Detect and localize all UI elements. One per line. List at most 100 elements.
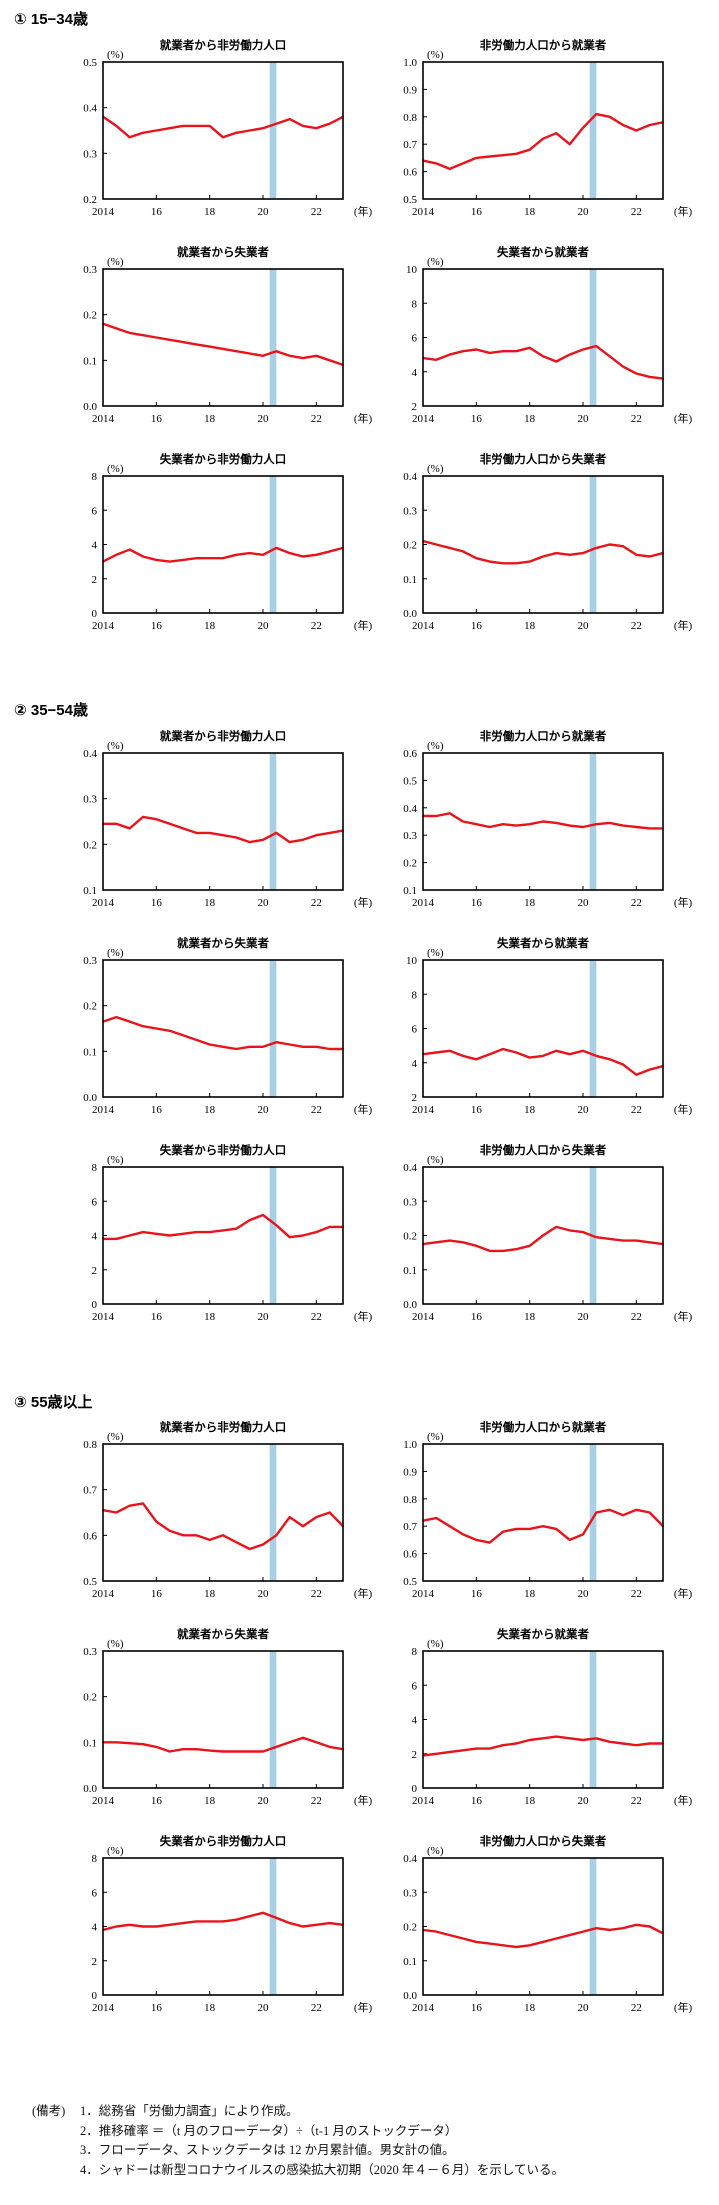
section-title: ③ 55歳以上	[14, 1393, 93, 1411]
plot-frame	[422, 1443, 664, 1582]
series-line	[102, 1502, 344, 1551]
data-point	[328, 1048, 331, 1050]
data-point	[195, 125, 198, 127]
data-point	[475, 557, 478, 560]
data-point	[235, 836, 238, 839]
x-unit-label: (年)	[674, 204, 693, 218]
y-unit-label: (%)	[427, 463, 444, 475]
data-point	[502, 1250, 504, 1252]
x-tick-label: 2014	[92, 1795, 115, 1807]
data-point	[515, 350, 518, 353]
data-point	[635, 129, 638, 132]
data-point	[635, 1744, 638, 1747]
x-tick-label: 18	[204, 1588, 216, 1600]
covid-shade-band	[269, 269, 277, 406]
x-tick-label: 22	[631, 1104, 642, 1116]
data-point	[568, 824, 571, 827]
x-tick-label: 2014	[92, 1311, 115, 1323]
data-point	[568, 143, 571, 146]
series-line	[422, 1923, 664, 1949]
notes-label: (備考)	[32, 2104, 66, 2118]
data-point	[195, 557, 198, 560]
x-tick-label: 2014	[92, 206, 115, 218]
data-point	[115, 1016, 118, 1018]
chart-panel: 非労働力人口から失業者 (%) 0.0 0.1 0.2 0.3 0.4 2014 16 18 20 2…	[403, 1143, 692, 1323]
covid-shade-band	[589, 62, 597, 199]
y-tick-label: 0.4	[83, 103, 97, 115]
x-tick-label: 20	[578, 413, 590, 425]
y-tick-label: 8	[92, 1162, 98, 1174]
data-point	[635, 1239, 638, 1242]
x-tick-label: 20	[258, 1311, 270, 1323]
y-unit-label: (%)	[107, 1845, 124, 1857]
data-point	[235, 1227, 238, 1230]
x-tick-label: 16	[151, 413, 163, 425]
y-tick-label: 0.4	[403, 1853, 417, 1865]
data-point	[488, 1942, 491, 1945]
data-point	[488, 560, 491, 563]
data-point	[568, 1229, 571, 1232]
data-point	[502, 350, 504, 353]
data-point	[302, 1525, 304, 1528]
data-point	[528, 560, 531, 563]
data-point	[155, 336, 158, 339]
data-point	[515, 562, 518, 565]
chart-panel: 失業者から非労働力人口 (%) 0 2 4 6 8 2014 16 18 20 22 (年)	[92, 452, 373, 632]
data-point	[248, 841, 251, 843]
plot-frame	[422, 752, 664, 891]
data-point	[195, 832, 198, 834]
chart-panel: 失業者から非労働力人口 (%) 0 2 4 6 8 2014 16 18 20 22 (年)	[92, 1834, 373, 2014]
y-tick-label: 0.1	[83, 1046, 97, 1058]
x-tick-label: 2014	[412, 1795, 435, 1807]
data-point	[195, 1920, 198, 1923]
data-point	[128, 136, 131, 139]
y-tick-label: 8	[92, 471, 98, 483]
x-tick-label: 2014	[412, 2002, 435, 2014]
notes: (備考) 1．総務省「労働力調査」により作成。 2．推移確率 ＝（t 月のフロー…	[32, 2102, 702, 2180]
series-line	[102, 322, 344, 367]
y-tick-label: 0.9	[403, 1466, 417, 1478]
data-point	[635, 372, 638, 375]
x-tick-label: 22	[311, 897, 322, 909]
note-item: 2．推移確率 ＝（t 月のフローデータ）÷（t-1 月のストックデータ）	[80, 2123, 458, 2138]
data-point	[608, 115, 611, 118]
data-point	[142, 131, 144, 134]
y-tick-label: 0.0	[403, 608, 417, 620]
x-tick-label: 22	[311, 1588, 322, 1600]
x-tick-label: 16	[471, 2002, 483, 2014]
covid-shade-band	[269, 1167, 277, 1304]
data-point	[195, 1534, 198, 1537]
x-tick-label: 16	[151, 2002, 163, 2014]
chart-title: 非労働力人口から失業者	[480, 1143, 607, 1157]
data-point	[622, 365, 624, 368]
data-point	[248, 552, 251, 554]
x-tick-label: 20	[578, 1588, 590, 1600]
data-point	[142, 1743, 144, 1746]
x-unit-label: (年)	[354, 204, 373, 218]
data-point	[462, 820, 464, 823]
x-tick-label: 20	[578, 2002, 590, 2014]
data-point	[622, 545, 624, 548]
y-tick-label: 4	[92, 1922, 98, 1934]
x-unit-label: (年)	[674, 1586, 693, 1600]
x-tick-label: 16	[471, 413, 483, 425]
y-tick-label: 0.1	[403, 885, 417, 897]
data-point	[328, 1511, 331, 1514]
plot-frame	[102, 1166, 344, 1305]
notes-list: 1．総務省「労働力調査」により作成。 2．推移確率 ＝（t 月のフローデータ）÷…	[32, 2102, 702, 2180]
y-unit-label: (%)	[427, 1154, 444, 1166]
y-unit-label: (%)	[107, 947, 124, 959]
data-point	[142, 1025, 144, 1028]
y-tick-label: 0.0	[83, 1783, 97, 1795]
data-point	[288, 354, 291, 357]
data-point	[528, 1528, 531, 1530]
x-tick-label: 16	[471, 1588, 483, 1600]
data-point	[208, 1231, 211, 1233]
data-point	[115, 553, 118, 556]
data-point	[515, 1742, 518, 1745]
data-point	[462, 1055, 464, 1057]
data-point	[235, 131, 238, 134]
data-point	[595, 823, 598, 826]
data-point	[475, 1941, 478, 1943]
data-point	[288, 552, 291, 554]
